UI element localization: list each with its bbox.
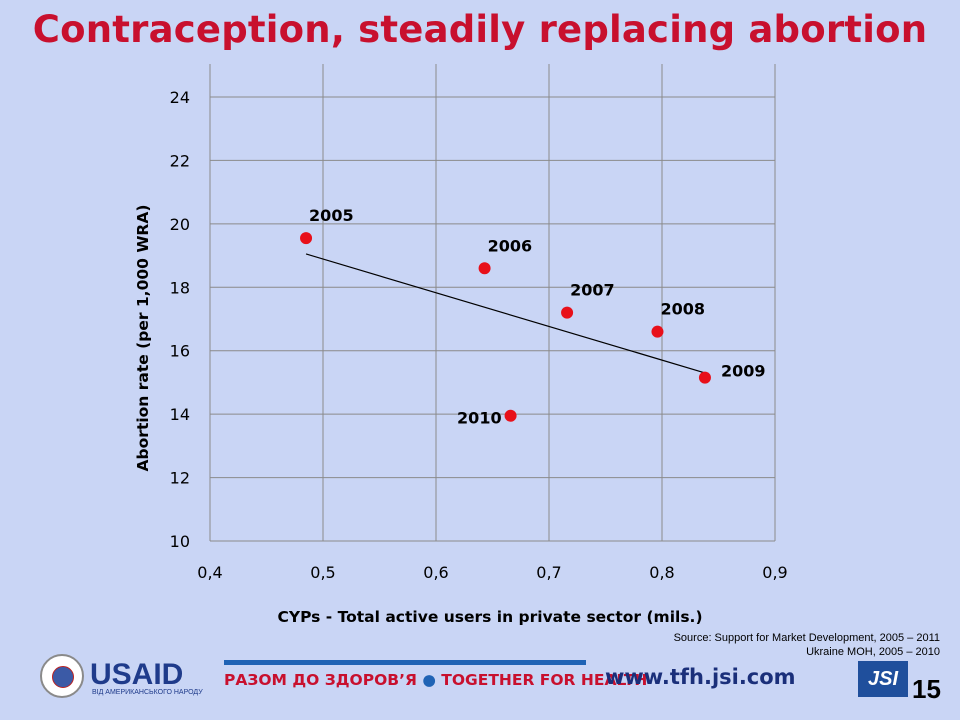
together-for-health-banner: РАЗОМ ДО ЗДОРОВ’Я ● TOGETHER FOR HEALTH [224,660,647,696]
data-label: 2009 [721,362,766,381]
usaid-logo: USAID ВІД АМЕРИКАНСЬКОГО НАРОДУ [40,654,203,704]
x-tick-label: 0,4 [197,563,222,582]
source-note: Source: Support for Market Development, … [674,631,940,659]
usaid-wordmark: USAID [90,658,184,691]
y-tick-label: 18 [170,278,190,297]
x-axis-label: CYPs - Total active users in private sec… [277,608,703,626]
slide-title: Contraception, steadily replacing aborti… [32,8,928,51]
x-tick-label: 0,8 [649,563,674,582]
data-label: 2006 [488,236,533,255]
banner-bar [224,660,586,665]
banner-right-text: TOGETHER FOR HEALTH [441,671,648,689]
x-tick-label: 0,7 [536,563,561,582]
data-point [300,232,313,245]
banner-text: РАЗОМ ДО ЗДОРОВ’Я ● TOGETHER FOR HEALTH [224,671,647,689]
y-tick-label: 16 [170,342,190,361]
page-number: 15 [912,674,941,704]
data-label: 2007 [570,281,615,300]
data-point [561,306,574,319]
grid-lines [209,64,776,542]
usaid-seal-icon [40,654,84,698]
tick-labels: 10 12 14 16 18 20 22 24 0,4 0,5 0,6 0,7 0,8 0,9 [170,88,788,582]
data-label: 2008 [660,300,705,319]
source-line-1: Source: Support for Market Development, … [673,632,940,644]
jsi-logo: JSI [858,661,908,697]
y-tick-label: 24 [170,88,190,107]
data-point [504,409,517,422]
banner-dot-icon: ● [422,671,436,689]
y-tick-label: 14 [170,405,190,424]
y-tick-label: 10 [170,532,190,551]
x-tick-label: 0,6 [423,563,448,582]
data-point [698,371,711,384]
data-point [478,262,491,275]
source-line-2: Ukraine MOH, 2005 – 2010 [806,646,940,658]
data-label: 2010 [457,409,502,428]
trendline-layer [305,253,706,374]
y-tick-label: 20 [170,215,190,234]
y-tick-label: 12 [170,469,190,488]
data-point [651,325,664,338]
banner-left-text: РАЗОМ ДО ЗДОРОВ’Я [224,671,417,689]
x-tick-label: 0,5 [310,563,335,582]
data-label: 2005 [309,206,354,225]
data-points: 2005 2006 2007 2008 2009 2010 [300,206,765,428]
trendline [305,253,706,374]
x-tick-label: 0,9 [762,563,787,582]
y-axis-label: Abortion rate (per 1,000 WRA) [134,204,152,472]
website-link[interactable]: www.tfh.jsi.com [605,665,796,689]
usaid-tagline: ВІД АМЕРИКАНСЬКОГО НАРОДУ [92,689,203,696]
y-tick-label: 22 [170,151,190,170]
